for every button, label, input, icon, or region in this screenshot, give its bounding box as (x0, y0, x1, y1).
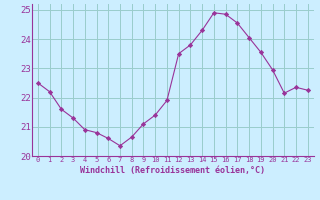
X-axis label: Windchill (Refroidissement éolien,°C): Windchill (Refroidissement éolien,°C) (80, 166, 265, 175)
